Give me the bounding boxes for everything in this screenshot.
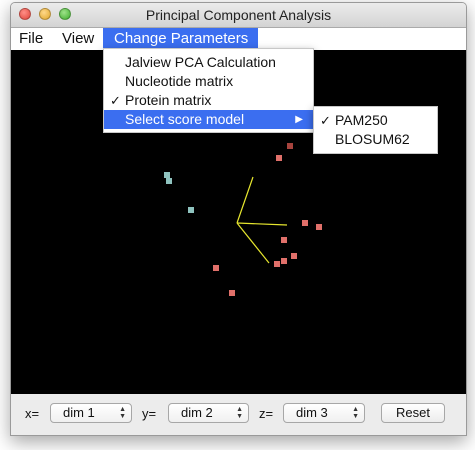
updown-arrows-icon: ▲ ▼ — [119, 406, 126, 420]
menu-item-jalview-pca[interactable]: Jalview PCA Calculation — [104, 53, 313, 72]
pca-point[interactable] — [229, 290, 235, 296]
x-dim-select[interactable]: dim 1 ▲ ▼ — [50, 403, 132, 423]
z-dim-value: dim 3 — [296, 405, 328, 420]
pca-point[interactable] — [276, 155, 282, 161]
checkmark-icon: ✓ — [320, 113, 331, 128]
pca-point[interactable] — [281, 237, 287, 243]
menu-view[interactable]: View — [62, 30, 95, 47]
reset-button[interactable]: Reset — [381, 403, 445, 423]
pca-axis-line — [236, 176, 254, 224]
score-model-submenu: ✓ PAM250 BLOSUM62 — [313, 106, 438, 154]
menu-item-protein-matrix[interactable]: ✓ Protein matrix — [104, 91, 313, 110]
checkmark-icon: ✓ — [110, 93, 121, 108]
pca-point[interactable] — [188, 207, 194, 213]
y-dim-select[interactable]: dim 2 ▲ ▼ — [168, 403, 249, 423]
y-dim-value: dim 2 — [181, 405, 213, 420]
menu-item-label: Protein matrix — [125, 92, 212, 108]
y-label: y= — [142, 406, 157, 421]
pca-axis-line — [236, 222, 288, 226]
minimize-light-icon[interactable] — [39, 8, 51, 20]
menu-change-parameters[interactable]: Change Parameters — [103, 28, 258, 50]
pca-plot — [164, 143, 322, 296]
plot-axes — [236, 176, 288, 264]
close-light-icon[interactable] — [19, 8, 31, 20]
menu-item-nucleotide-matrix[interactable]: Nucleotide matrix — [104, 72, 313, 91]
z-label: z= — [259, 406, 274, 421]
change-parameters-dropdown: Jalview PCA Calculation Nucleotide matri… — [103, 48, 314, 133]
z-dim-select[interactable]: dim 3 ▲ ▼ — [283, 403, 365, 423]
updown-arrows-icon: ▲ ▼ — [352, 406, 359, 420]
plot-points — [164, 143, 322, 296]
pca-point[interactable] — [164, 172, 170, 178]
pca-point[interactable] — [287, 143, 293, 149]
pca-point[interactable] — [316, 224, 322, 230]
menu-item-label: Nucleotide matrix — [125, 73, 234, 89]
submenu-arrow-icon: ▶ — [295, 114, 303, 125]
menu-item-label: BLOSUM62 — [335, 131, 410, 147]
pca-point[interactable] — [281, 258, 287, 264]
menu-file[interactable]: File — [19, 30, 44, 47]
menu-item-label: Jalview PCA Calculation — [125, 54, 276, 70]
updown-arrows-icon: ▲ ▼ — [236, 406, 243, 420]
pca-point[interactable] — [274, 261, 280, 267]
pca-point[interactable] — [166, 178, 172, 184]
menu-item-label: Select score model — [125, 111, 245, 127]
menu-item-select-score-model[interactable]: Select score model ▶ — [104, 110, 313, 129]
menu-item-pam250[interactable]: ✓ PAM250 — [314, 111, 437, 130]
pca-point[interactable] — [213, 265, 219, 271]
menu-item-label: PAM250 — [335, 112, 388, 128]
title-bar: Principal Component Analysis — [11, 3, 466, 28]
pca-point[interactable] — [291, 253, 297, 259]
x-dim-value: dim 1 — [63, 405, 95, 420]
bottom-controls: x= dim 1 ▲ ▼ y= dim 2 ▲ ▼ z= dim 3 ▲ ▼ Rese… — [11, 394, 466, 435]
zoom-light-icon[interactable] — [59, 8, 71, 20]
pca-axis-line — [236, 222, 270, 264]
pca-point[interactable] — [302, 220, 308, 226]
window-title: Principal Component Analysis — [145, 7, 332, 23]
menu-item-blosum62[interactable]: BLOSUM62 — [314, 130, 437, 149]
x-label: x= — [25, 406, 40, 421]
